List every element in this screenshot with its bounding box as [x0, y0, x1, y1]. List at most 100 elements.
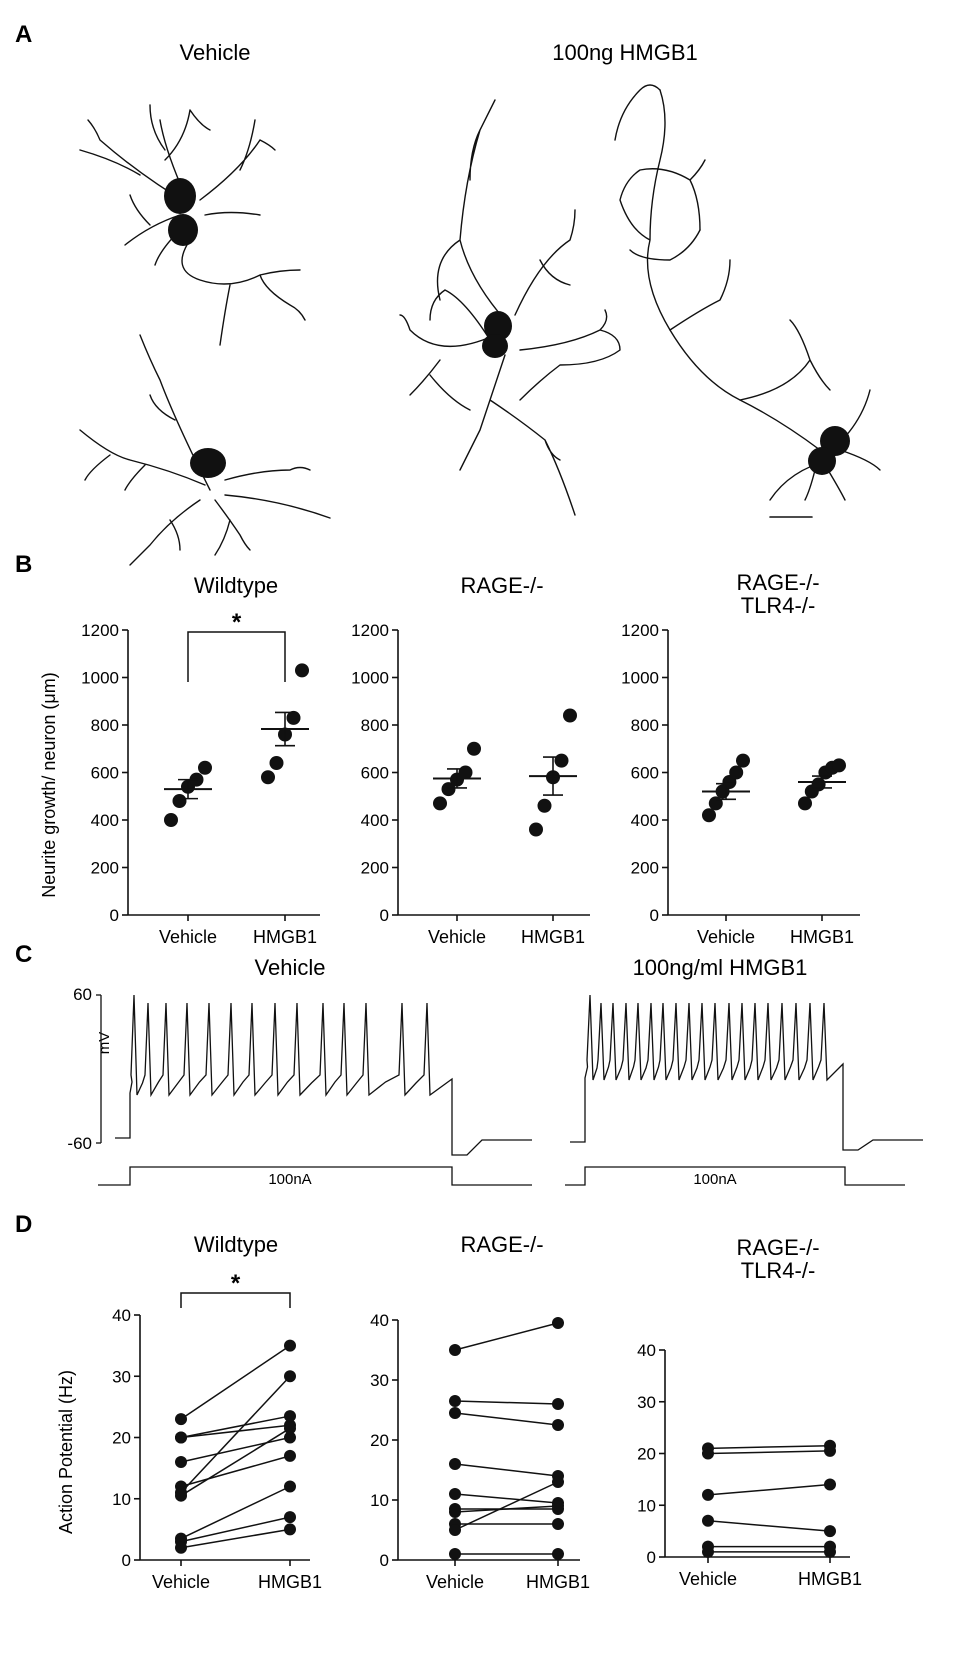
data-point [708, 796, 723, 811]
data-point [529, 822, 543, 837]
data-point [433, 796, 447, 811]
trace-y-unit: mV [96, 1032, 113, 1055]
y-tick-label: 1000 [351, 669, 389, 688]
chart-title: TLR4-/- [741, 1258, 816, 1283]
data-point [175, 1489, 187, 1502]
data-point [175, 1541, 187, 1554]
paired-line [454, 1412, 559, 1426]
x-tick-label: Vehicle [428, 927, 486, 947]
y-tick-label: 30 [112, 1367, 131, 1386]
paired-line [707, 1450, 831, 1455]
data-point [284, 1523, 296, 1536]
paired-line [707, 1444, 831, 1450]
panel-c-title-vehicle: Vehicle [255, 955, 326, 980]
chart-title: RAGE-/- [736, 570, 819, 595]
paired-line [454, 1481, 559, 1531]
data-point [295, 663, 309, 678]
data-point [449, 1458, 461, 1470]
significance-bracket [180, 1292, 291, 1308]
y-tick-label: 1000 [81, 669, 119, 688]
x-tick-label: HMGB1 [253, 927, 317, 947]
y-tick-label: 10 [112, 1490, 131, 1509]
y-tick-label: 10 [637, 1496, 656, 1515]
data-point [832, 758, 846, 773]
y-tick-label: 1200 [81, 621, 119, 640]
data-point [175, 1431, 187, 1444]
data-point [702, 1488, 714, 1501]
y-tick-label: 30 [637, 1393, 656, 1412]
y-tick-label: 0 [110, 906, 119, 925]
data-point [284, 1449, 296, 1462]
chart-title: Wildtype [194, 1232, 278, 1257]
panel-b-ylabel: Neurite growth/ neuron (μm) [39, 672, 59, 897]
x-tick-label: Vehicle [426, 1572, 484, 1592]
y-tick-label: 800 [631, 716, 659, 735]
data-point [552, 1398, 564, 1410]
data-point [554, 753, 569, 768]
data-point [175, 1456, 187, 1468]
panel-d-ylabel: Action Potential (Hz) [56, 1370, 76, 1534]
chart-title: RAGE-/- [736, 1235, 819, 1260]
chart-d-rage-tlr4: 0 10 20 30 40 Vehicle HMGB1 RAGE-/-TLR4-/- [637, 1235, 862, 1589]
data-point [284, 1480, 296, 1493]
data-point [284, 1339, 296, 1352]
neuron-somas [164, 178, 850, 478]
data-point [449, 1407, 461, 1419]
significance-star: * [232, 609, 242, 636]
x-tick-label: Vehicle [152, 1572, 210, 1592]
chart-d-wildtype: 0 10 20 30 40 Vehicle HMGB1 Wildtype * [112, 1232, 322, 1592]
stimulus-label-vehicle: 100nA [268, 1171, 311, 1188]
chart-b-wildtype: 0 200 400 600 800 1000 1200 Vehicle HMGB1 Wildtyp… [81, 573, 320, 947]
data-point [198, 760, 212, 775]
y-tick-label: 0 [380, 1551, 389, 1570]
paired-line [707, 1483, 831, 1496]
paired-line [180, 1345, 291, 1420]
x-tick-label: Vehicle [159, 927, 217, 947]
data-point [441, 782, 456, 797]
paired-line [454, 1322, 559, 1351]
paired-line [180, 1427, 291, 1497]
chart-title: RAGE-/- [460, 1232, 543, 1257]
data-point [702, 808, 716, 823]
y-tick-label: 40 [637, 1341, 656, 1360]
data-point [172, 794, 187, 808]
y-tick-label: 30 [370, 1371, 389, 1390]
data-point [449, 1524, 461, 1536]
y-tick-label: 200 [631, 859, 659, 878]
paired-line [180, 1436, 291, 1463]
data-point [284, 1431, 296, 1444]
data-point [449, 1506, 461, 1518]
significance-star: * [231, 1270, 241, 1297]
paired-line [180, 1415, 291, 1439]
data-point [552, 1500, 564, 1512]
y-tick-label: 600 [91, 764, 119, 783]
data-point [458, 765, 473, 780]
voltage-trace-hmgb1 [570, 994, 923, 1151]
data-point [824, 1525, 836, 1538]
y-tick-label: 0 [650, 906, 659, 925]
x-tick-label: HMGB1 [526, 1572, 590, 1592]
x-tick-label: HMGB1 [258, 1572, 322, 1592]
data-point [798, 796, 812, 811]
x-tick-label: HMGB1 [790, 927, 854, 947]
data-point [284, 1422, 296, 1435]
data-point [537, 798, 552, 813]
y-tick-label: 1200 [621, 621, 659, 640]
y-tick-label: 400 [91, 811, 119, 830]
y-tick-label: 600 [361, 764, 389, 783]
y-tick-label: 10 [370, 1491, 389, 1510]
neuron-tracings [79, 84, 881, 566]
chart-title: RAGE-/- [460, 573, 543, 598]
panel-label-a: A [15, 21, 32, 48]
chart-d-rage: 0 10 20 30 40 Vehicle HMGB1 RAGE-/- [370, 1232, 590, 1592]
y-tick-label: 20 [637, 1445, 656, 1464]
data-point [552, 1518, 564, 1530]
stimulus-trace-hmgb1 [565, 1166, 905, 1186]
data-point [269, 756, 284, 770]
y-tick-label: 1200 [351, 621, 389, 640]
data-point [552, 1476, 564, 1488]
panel-a-title-hmgb1: 100ng HMGB1 [552, 40, 698, 65]
data-point [702, 1447, 714, 1460]
voltage-trace-vehicle [115, 994, 532, 1156]
